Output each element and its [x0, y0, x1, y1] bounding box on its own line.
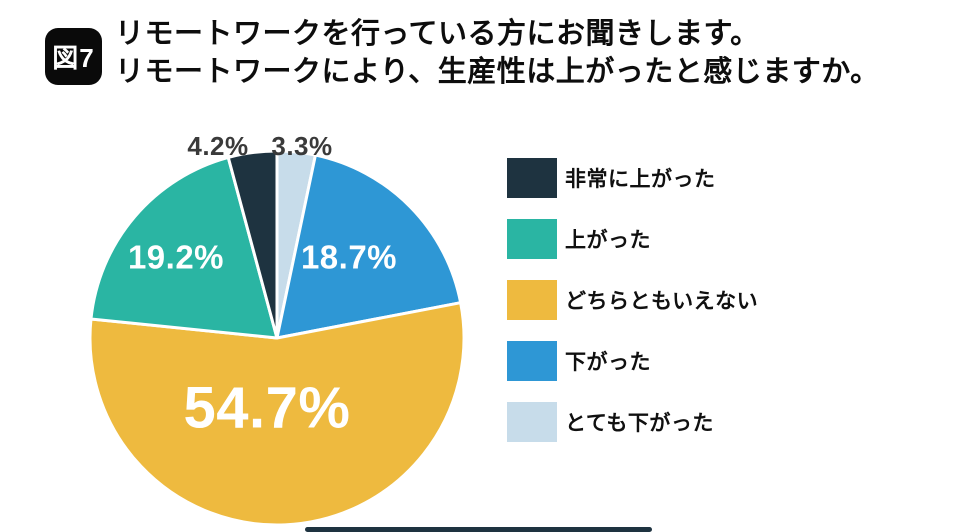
pie-slice-3 — [275, 153, 463, 340]
legend-swatch-1 — [507, 219, 557, 259]
legend-label-4: とても下がった — [565, 412, 714, 435]
pie-slice-label-0: 4.2% — [187, 131, 248, 161]
legend-swatch-2 — [507, 280, 557, 320]
legend-item-3: 下がった — [507, 341, 758, 381]
legend-label-3: 下がった — [565, 351, 651, 374]
legend-swatch-0 — [507, 158, 557, 198]
pie-slice-label-4: 3.3% — [271, 131, 332, 161]
legend-label-2: どちらともいえない — [565, 290, 759, 313]
home-indicator-bar — [305, 527, 652, 532]
legend-swatch-3 — [507, 341, 557, 381]
pie-slice-label-1: 19.2% — [128, 239, 224, 276]
chart-title-line2: リモートワークにより、生産性は上がったと感じますか。 — [115, 56, 880, 88]
legend: 非常に上がった 上がったどちらともいえない 下がったとても下がった — [507, 158, 758, 442]
chart-title: リモートワークを行っている方にお聞きします。 リモートワークにより、生産性は上が… — [115, 15, 880, 91]
legend-swatch-4 — [507, 402, 557, 442]
pie-slice-label-3: 18.7% — [301, 239, 397, 276]
figure-number-label: 図7 — [52, 43, 95, 73]
pie-chart: 4.2% 19.2% 54.7% 18.7% 3.3% — [88, 131, 466, 527]
figure-number-badge: 図7 — [45, 28, 102, 85]
legend-item-4: とても下がった — [507, 402, 758, 442]
pie-slice-2 — [88, 301, 466, 527]
pie-slice-label-2: 54.7% — [184, 376, 351, 441]
legend-item-0: 非常に上がった — [507, 158, 758, 198]
pie-slice-0 — [226, 149, 279, 340]
legend-label-1: 上がった — [565, 229, 651, 252]
legend-label-0: 非常に上がった — [565, 168, 716, 191]
chart-title-line1: リモートワークを行っている方にお聞きします。 — [115, 18, 760, 50]
legend-item-1: 上がった — [507, 219, 758, 259]
pie-slice-1 — [89, 155, 279, 340]
legend-item-2: どちらともいえない — [507, 280, 758, 320]
